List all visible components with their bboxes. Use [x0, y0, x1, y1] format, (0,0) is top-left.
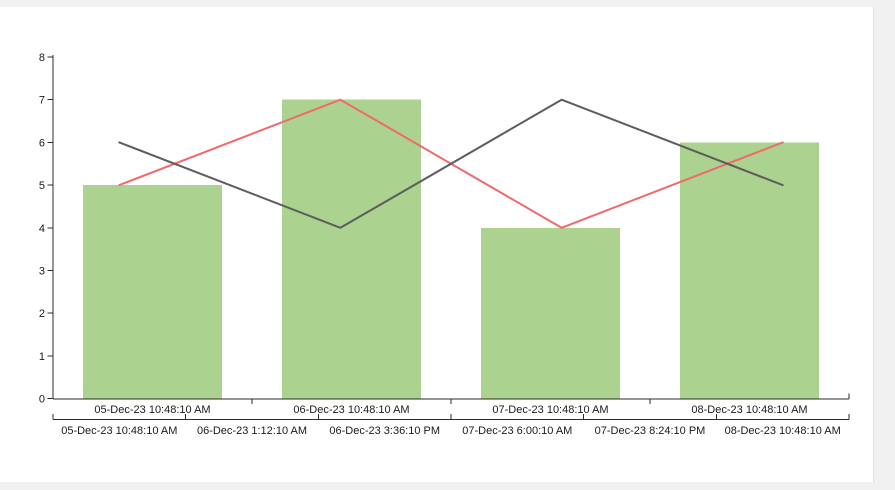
- x-axis2-label: 06-Dec-23 3:36:10 PM: [329, 425, 440, 437]
- y-axis-tick-label: 6: [39, 137, 45, 149]
- dark-line-series: [118, 98, 784, 229]
- x-axis1-label: 07-Dec-23 10:48:10 AM: [492, 404, 608, 416]
- y-axis-tick-label: 5: [39, 180, 45, 192]
- x-axis2-label: 07-Dec-23 6:00:10 AM: [462, 425, 572, 437]
- y-axis-tick-label: 1: [39, 351, 45, 363]
- bar: [83, 185, 222, 399]
- y-axis-tick-label: 4: [39, 223, 45, 235]
- chart-panel: 0 1 2 3 4 5 6 7 8 05-Dec-23 10:48:10 AM 06-Dec-23 …: [0, 7, 874, 482]
- y-axis-tick-label: 3: [39, 265, 45, 277]
- x-axis2-label: 07-Dec-23 8:24:10 PM: [595, 425, 706, 437]
- y-axis-tick-label: 2: [39, 308, 45, 320]
- combo-chart: 0 1 2 3 4 5 6 7 8 05-Dec-23 10:48:10 AM 06-Dec-23 …: [39, 52, 850, 437]
- x-axis2-label: 05-Dec-23 10:48:10 AM: [61, 425, 177, 437]
- x-axis1-label: 08-Dec-23 10:48:10 AM: [691, 404, 807, 416]
- bar: [680, 142, 819, 399]
- x-axis2-label: 08-Dec-23 10:48:10 AM: [725, 425, 841, 437]
- bar: [282, 99, 421, 399]
- x-axis2-label: 06-Dec-23 1:12:10 AM: [197, 425, 307, 437]
- y-axis-tick-label: 7: [39, 95, 45, 107]
- x-axis1-label: 05-Dec-23 10:48:10 AM: [94, 404, 210, 416]
- y-axis-tick-label: 0: [39, 394, 45, 406]
- bar: [481, 227, 620, 399]
- y-axis-tick-label: 8: [39, 52, 45, 64]
- x-axis1-label: 06-Dec-23 10:48:10 AM: [293, 404, 409, 416]
